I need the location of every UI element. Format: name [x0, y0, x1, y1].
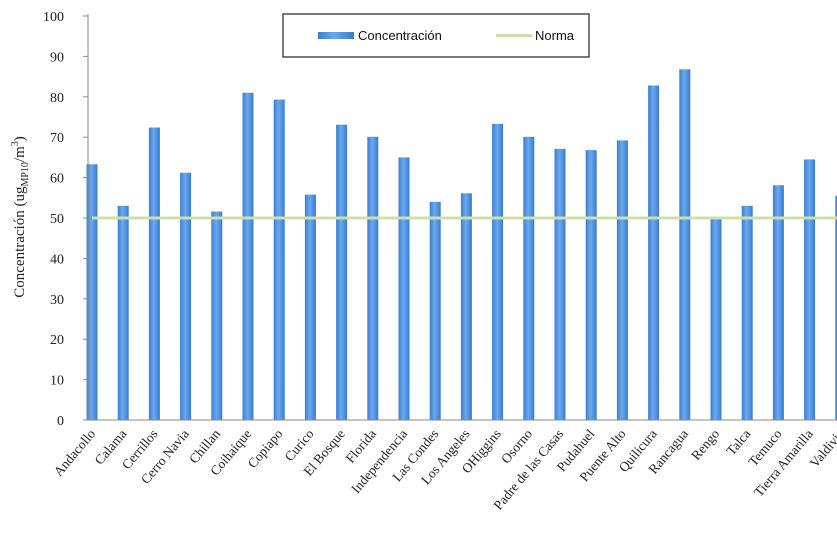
bar: [772, 185, 784, 420]
bar: [304, 194, 316, 420]
y-tick-label: 30: [50, 293, 64, 308]
bar: [616, 140, 628, 420]
bar: [835, 195, 837, 420]
legend-label-norma: Norma: [535, 28, 575, 43]
y-tick-label: 50: [50, 212, 64, 227]
legend-label-concentracion: Concentración: [358, 28, 442, 43]
bar: [804, 159, 816, 421]
y-axis-title-unit: /m: [12, 146, 28, 162]
bar: [117, 205, 129, 420]
y-axis-title-close: ): [12, 136, 28, 141]
bar: [554, 148, 566, 420]
y-tick-label: 40: [50, 252, 64, 267]
bar: [211, 211, 223, 420]
bar: [585, 150, 597, 421]
bar: [86, 164, 98, 420]
y-tick-label: 100: [43, 10, 64, 25]
bar: [741, 205, 753, 420]
y-tick-label: 20: [50, 333, 64, 348]
y-tick-label: 0: [57, 414, 64, 429]
y-tick-label: 90: [50, 50, 64, 65]
bar: [679, 69, 691, 420]
bar: [273, 99, 285, 421]
y-tick-label: 70: [50, 131, 64, 146]
y-axis-title-sub: MP10: [20, 162, 31, 186]
bar: [492, 123, 504, 421]
bar: [148, 127, 160, 420]
bars: [86, 69, 837, 421]
bar: [710, 217, 722, 420]
bar: [180, 172, 192, 420]
bar: [429, 201, 441, 420]
y-axis-title: Concentración (ugMP10/m3): [10, 136, 31, 298]
y-axis-title-sup: 3: [10, 141, 21, 146]
x-tick-label: Rengo: [688, 426, 722, 463]
bar: [648, 85, 660, 420]
legend-swatch-concentracion: [318, 32, 354, 39]
bar: [367, 136, 379, 420]
y-tick-label: 10: [50, 374, 64, 389]
bar: [242, 92, 254, 420]
y-axis-ticks: 0 10 20 30 40 50 60 70 80 90 100: [43, 10, 88, 429]
x-tick-label: Talca: [723, 426, 753, 458]
y-tick-label: 80: [50, 91, 64, 106]
x-tick-label: Copiapo: [245, 426, 286, 471]
bar: [336, 124, 348, 421]
y-axis-title-main: Concentración (ug: [12, 186, 28, 298]
legend: Concentración Norma: [282, 13, 590, 58]
x-tick-label: Andacollo: [51, 426, 99, 479]
bar: [523, 136, 535, 420]
bar: [460, 193, 472, 420]
y-tick-label: 60: [50, 172, 64, 187]
bar: [398, 157, 410, 420]
